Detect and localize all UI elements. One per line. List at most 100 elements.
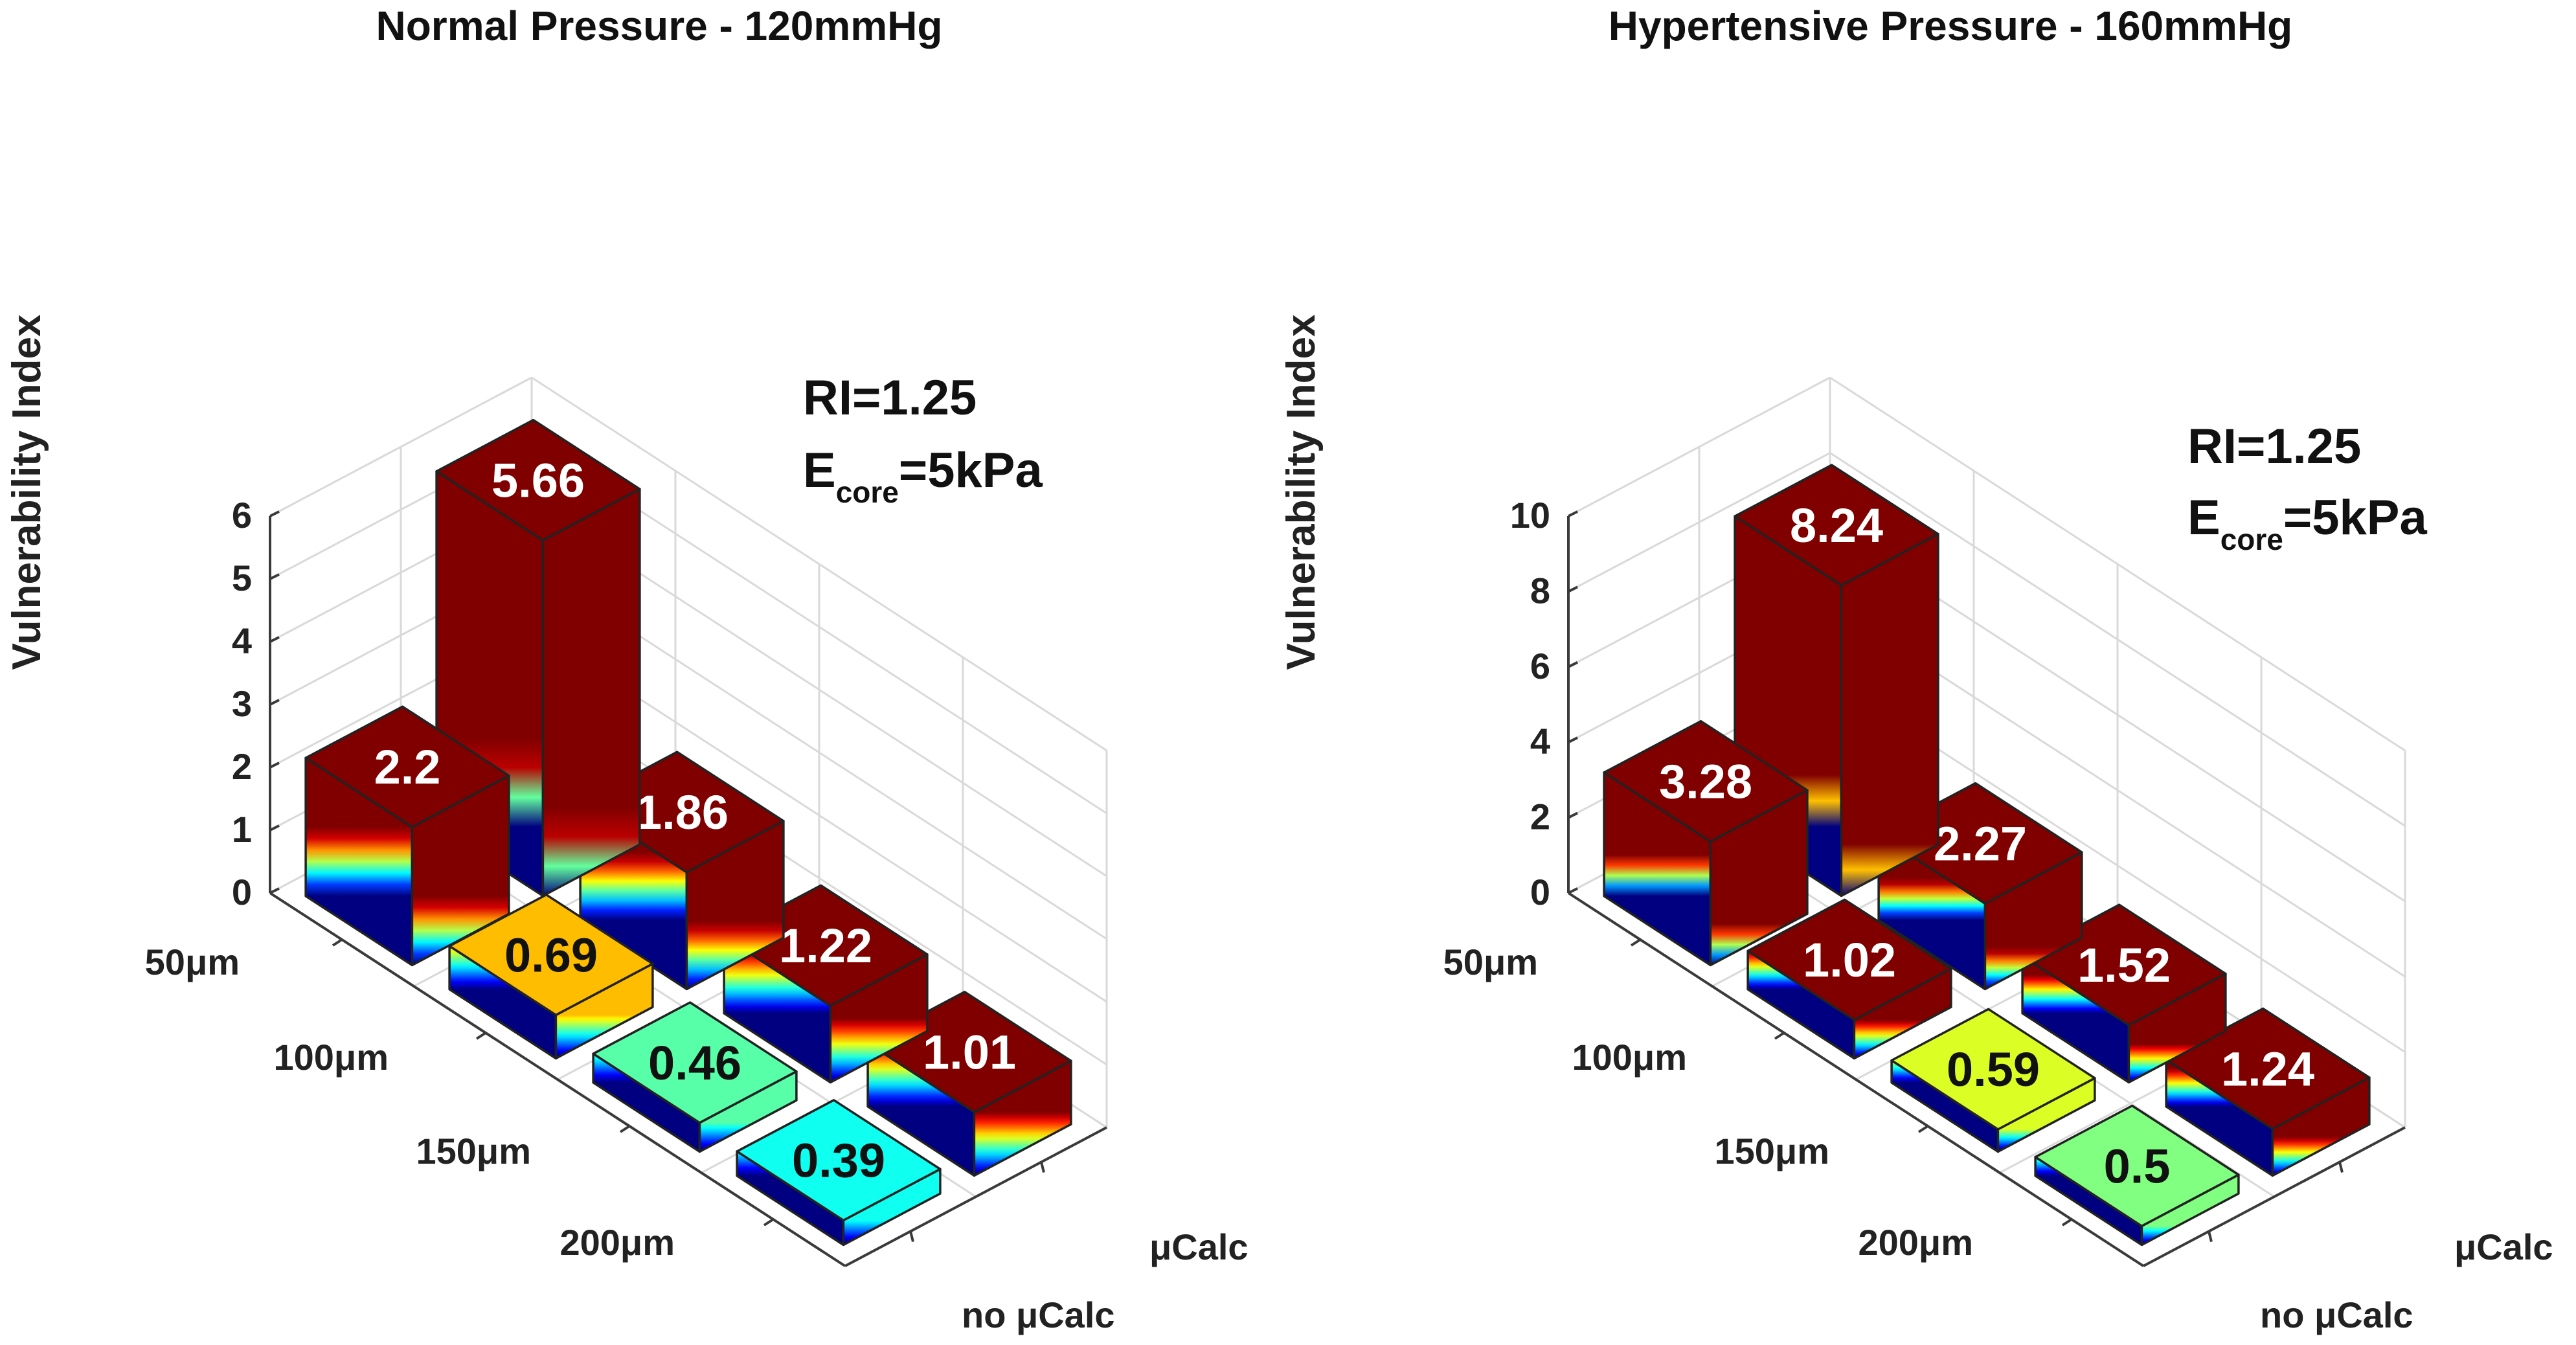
row-label-150um: 150μm: [1715, 1131, 1830, 1171]
annotation: RI=1.25 Ecore=5kPa: [2187, 419, 2427, 556]
z-tick-label: 10: [1510, 495, 1550, 536]
bar-value-label: 5.66: [491, 454, 585, 508]
z-tick: [1568, 811, 1578, 819]
column-label-ucalc: μCalc: [2454, 1226, 2553, 1267]
z-tick-label: 0: [232, 872, 252, 912]
bar-200μm-ucalc: 1.24: [2165, 1007, 2371, 1177]
bar-value-label: 0.5: [2104, 1139, 2171, 1193]
row-tick: [332, 938, 343, 947]
column-tick: [2338, 1162, 2344, 1173]
bar-value-label: 3.28: [1659, 755, 1752, 809]
z-tick-label: 0: [1530, 872, 1550, 912]
bar-50μm-no-ucalc: 2.2: [304, 705, 510, 967]
bar-value-label: 8.24: [1790, 499, 1883, 552]
z-tick: [269, 887, 280, 894]
bar-100μm-no-ucalc: 0.69: [448, 893, 654, 1060]
z-tick-label: 5: [232, 558, 252, 598]
column-label-no-ucalc: no μCalc: [2260, 1294, 2413, 1335]
z-axis-ticks: 0 1 2 3 4 5 6: [232, 495, 280, 912]
bar-value-label: 1.22: [779, 919, 872, 973]
row-label-200um: 200μm: [560, 1222, 675, 1263]
row-label-100um: 100μm: [274, 1037, 389, 1078]
bar-face-front: [541, 488, 641, 898]
bar-face-top: [592, 1001, 798, 1124]
annotation: RI=1.25 Ecore=5kPa: [803, 370, 1043, 509]
bar-150μm-no-ucalc: 0.59: [1890, 1008, 2096, 1153]
bar-face-top: [1746, 898, 1952, 1021]
chart-hypertensive-pressure: Hypertensive Pressure - 160mmHg 0246810 …: [1279, 3, 2553, 1335]
bar-200μm-no-ucalc: 0.39: [736, 1099, 942, 1247]
z-tick-label: 1: [232, 809, 252, 850]
bar-face-top: [1603, 719, 1809, 843]
bar-150μm-ucalc: 1.52: [2021, 903, 2227, 1084]
bar-face-top: [2034, 1104, 2240, 1228]
row-label-50um: 50μm: [145, 942, 240, 982]
z-tick-label: 4: [232, 620, 252, 661]
z-tick: [1568, 585, 1578, 593]
z-tick: [269, 824, 280, 831]
bar-face-top: [304, 705, 510, 828]
z-tick: [269, 762, 280, 769]
z-tick-label: 6: [232, 495, 252, 536]
z-tick-label: 8: [1530, 570, 1550, 611]
bar-100μm-no-ucalc: 1.02: [1746, 898, 1952, 1060]
z-tick-label: 2: [1530, 797, 1550, 837]
annotation-ri: RI=1.25: [2187, 419, 2361, 474]
column-tick: [2208, 1231, 2213, 1242]
bar-face-top: [448, 893, 654, 1017]
chart-title: Normal Pressure - 120mmHg: [376, 3, 942, 49]
bar-value-label: 1.86: [635, 786, 729, 839]
column-tick: [1040, 1162, 1045, 1173]
bar-face-front: [1840, 532, 1939, 898]
bar-value-label: 0.59: [1947, 1043, 2040, 1096]
column-label-no-ucalc: no μCalc: [962, 1294, 1115, 1335]
bar-face-top: [1734, 464, 1939, 587]
bar-face-top: [736, 1099, 942, 1222]
bar-value-label: 1.52: [2077, 938, 2171, 992]
bar-50μm-no-ucalc: 3.28: [1603, 719, 1809, 967]
bars: 1.01 1.22 0.39 1.86 0.46 5.66 0.69 2.2: [304, 418, 1072, 1247]
z-tick: [1568, 736, 1578, 743]
row-tick: [1774, 1032, 1785, 1040]
column-tick: [909, 1231, 914, 1242]
bar-value-label: 1.24: [2221, 1042, 2314, 1096]
row-tick: [763, 1218, 774, 1226]
bar-value-label: 0.39: [792, 1134, 885, 1188]
z-tick-label: 3: [232, 683, 252, 724]
row-label-50um: 50μm: [1443, 942, 1538, 982]
row-tick: [1917, 1125, 1929, 1133]
z-tick: [1568, 510, 1578, 517]
bar-value-label: 1.02: [1803, 933, 1896, 987]
y-axis-label: Vulnerability Index: [5, 314, 49, 670]
chart-title: Hypertensive Pressure - 160mmHg: [1609, 3, 2293, 49]
z-tick: [1568, 887, 1578, 894]
column-label-ucalc: μCalc: [1149, 1226, 1248, 1267]
bar-200μm-no-ucalc: 0.5: [2034, 1104, 2240, 1247]
bar-face-top: [1890, 1008, 2096, 1131]
row-label-200um: 200μm: [1859, 1222, 1974, 1263]
row-tick: [1630, 938, 1642, 947]
z-tick: [269, 699, 280, 706]
chart-normal-pressure: Normal Pressure - 120mmHg 0 1 2 3 4 5 6 Vulner…: [5, 3, 1248, 1335]
row-axis: [1567, 892, 2145, 1267]
row-axis: [269, 892, 846, 1267]
z-tick-label: 4: [1530, 721, 1550, 762]
column-axis: [844, 1126, 1107, 1267]
bar-150μm-no-ucalc: 0.46: [592, 1001, 798, 1153]
row-label-150um: 150μm: [416, 1131, 532, 1171]
bar-value-label: 2.27: [1934, 817, 2027, 870]
column-axis: [2143, 1126, 2406, 1267]
row-tick: [619, 1125, 631, 1133]
bar-face-top: [435, 418, 641, 542]
annotation-ecore: Ecore=5kPa: [803, 443, 1043, 509]
z-tick-label: 2: [232, 746, 252, 787]
bar-value-label: 0.46: [648, 1036, 741, 1090]
row-label-100um: 100μm: [1572, 1037, 1688, 1078]
z-axis-ticks: 0 2 4 6 8 10: [1510, 495, 1578, 912]
z-tick: [269, 573, 280, 580]
annotation-ri: RI=1.25: [803, 370, 977, 425]
bar-value-label: 2.2: [374, 740, 441, 794]
z-tick: [269, 510, 280, 517]
y-axis-label: Vulnerability Index: [1279, 314, 1324, 670]
